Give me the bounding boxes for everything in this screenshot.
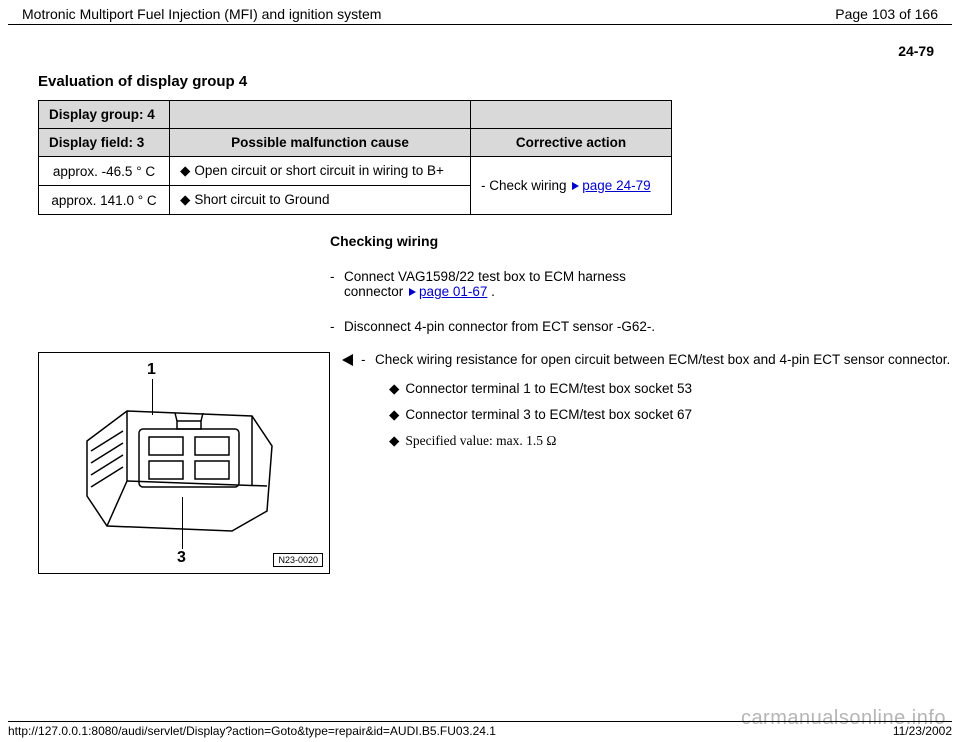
malfunction-table: Display group: 4 Display field: 3 Possib… <box>38 100 672 215</box>
step-text-1: Connect VAG1598/22 test box to ECM harne… <box>344 269 670 299</box>
cell-field-2: approx. 141.0 ° C <box>39 186 170 215</box>
sub-item: ◆ Connector terminal 1 to ECM/test box so… <box>389 381 960 397</box>
connector-figure: 1 <box>38 352 330 574</box>
triangle-left-icon <box>342 354 353 366</box>
th-cause: Possible malfunction cause <box>170 129 471 157</box>
sub-text-3: Specified value: max. 1.5 Ω <box>405 433 556 448</box>
diamond-icon: ◆ <box>180 163 190 178</box>
dash-icon: - <box>330 269 344 299</box>
figure-label-3: 3 <box>177 549 186 567</box>
th-action: Corrective action <box>471 129 672 157</box>
cell-action: - Check wiring page 24-79 <box>471 157 672 215</box>
sub-item: ◆ Specified value: max. 1.5 Ω <box>389 433 960 449</box>
header-title: Motronic Multiport Fuel Injection (MFI) … <box>22 6 381 22</box>
arrow-icon <box>572 182 579 190</box>
step-text-2: Disconnect 4-pin connector from ECT sens… <box>344 319 655 334</box>
section-heading: Evaluation of display group 4 <box>0 73 960 100</box>
diamond-icon: ◆ <box>389 433 399 448</box>
cell-cause-1: ◆ Open circuit or short circuit in wiring… <box>170 157 471 186</box>
step-1-link[interactable]: page 01-67 <box>419 284 487 299</box>
leader-line-3 <box>182 497 183 549</box>
arrow-icon <box>409 288 416 296</box>
step-1-after: . <box>487 284 495 299</box>
action-prefix: - Check wiring <box>481 178 570 193</box>
cell-field-1: approx. -46.5 ° C <box>39 157 170 186</box>
subheading: Checking wiring <box>330 233 960 249</box>
dash-icon: - <box>361 352 375 367</box>
table-row: approx. -46.5 ° C ◆ Open circuit or short… <box>39 157 672 186</box>
cause-text-2: Short circuit to Ground <box>194 192 329 207</box>
lower-section: 1 <box>38 352 960 574</box>
th-display-group: Display group: 4 <box>39 101 170 129</box>
diamond-icon: ◆ <box>389 407 399 422</box>
page-footer: http://127.0.0.1:8080/audi/servlet/Displ… <box>8 721 952 738</box>
th-blank-1 <box>170 101 471 129</box>
sub-text-2: Connector terminal 3 to ECM/test box soc… <box>405 407 692 422</box>
th-display-field: Display field: 3 <box>39 129 170 157</box>
step-block-1: - Connect VAG1598/22 test box to ECM har… <box>330 269 670 299</box>
diamond-icon: ◆ <box>180 192 190 207</box>
footer-date: 11/23/2002 <box>893 724 952 738</box>
page-code: 24-79 <box>0 25 960 73</box>
figure-code: N23-0020 <box>273 553 323 567</box>
document-page: Motronic Multiport Fuel Injection (MFI) … <box>0 0 960 742</box>
diamond-icon: ◆ <box>389 381 399 396</box>
action-link[interactable]: page 24-79 <box>582 178 650 193</box>
lead-text: Check wiring resistance for open circuit… <box>375 352 950 367</box>
cause-text-1: Open circuit or short circuit in wiring … <box>194 163 443 178</box>
right-column: - Check wiring resistance for open circu… <box>330 352 960 574</box>
header-page-label: Page 103 of 166 <box>835 6 938 22</box>
dash-icon: - <box>330 319 344 334</box>
footer-url: http://127.0.0.1:8080/audi/servlet/Displ… <box>8 724 496 738</box>
page-header: Motronic Multiport Fuel Injection (MFI) … <box>8 0 952 25</box>
sub-text-1: Connector terminal 1 to ECM/test box soc… <box>405 381 692 396</box>
th-blank-2 <box>471 101 672 129</box>
cell-cause-2: ◆ Short circuit to Ground <box>170 186 471 215</box>
step-block-2: - Disconnect 4-pin connector from ECT se… <box>330 319 670 334</box>
sub-item: ◆ Connector terminal 3 to ECM/test box so… <box>389 407 960 423</box>
figure-label-1: 1 <box>147 361 156 379</box>
